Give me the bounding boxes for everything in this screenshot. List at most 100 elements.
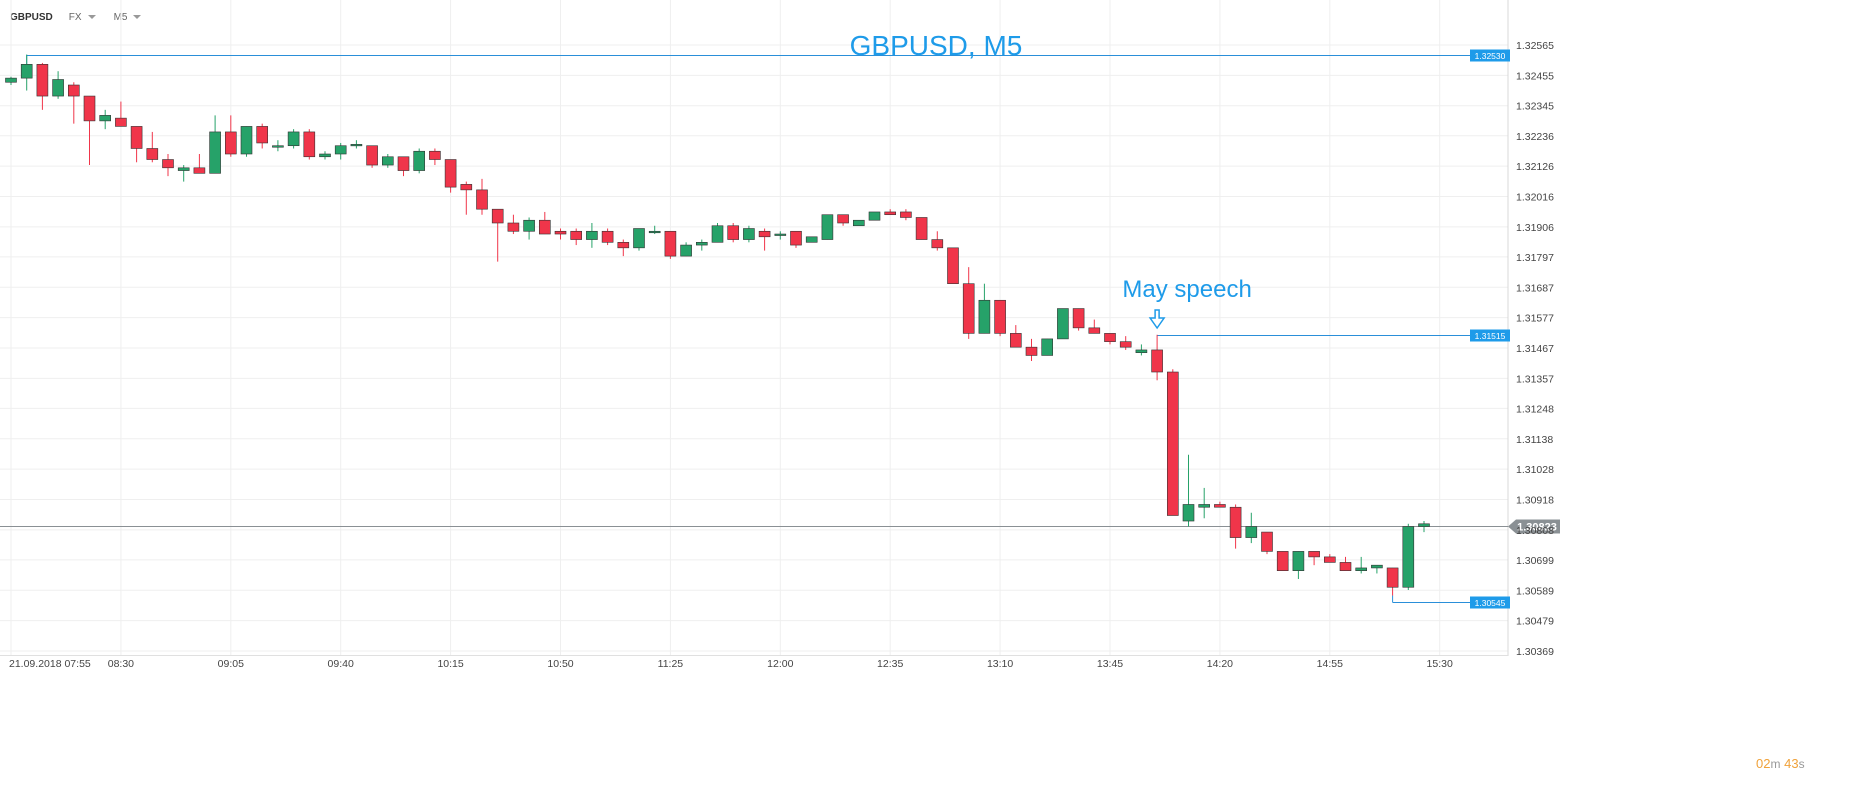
candle-body [947, 247, 959, 285]
y-tick-label: 1.31357 [1516, 373, 1554, 385]
candle-body [1198, 504, 1210, 508]
candle [1167, 369, 1179, 516]
candle-body [994, 299, 1006, 334]
candle [931, 231, 944, 251]
candle-body [83, 95, 96, 122]
y-tick-label: 1.31467 [1516, 343, 1554, 355]
candle [130, 126, 143, 163]
candle-body [758, 230, 771, 238]
candle [1324, 554, 1336, 563]
candle [1229, 504, 1242, 549]
candle [83, 95, 96, 166]
y-tick-label: 1.30918 [1516, 495, 1554, 507]
annotation-label: May speech [1122, 276, 1251, 303]
candle [272, 140, 284, 152]
candle-body [115, 117, 127, 127]
candle [146, 131, 159, 163]
chart-title: GBPUSD, M5 [850, 30, 1023, 61]
arrow-down-icon [1148, 309, 1166, 330]
candle-body [491, 208, 504, 224]
candle-body [664, 230, 677, 257]
candle [523, 217, 535, 240]
candle [680, 242, 692, 257]
candle-body [1072, 308, 1085, 329]
candle-body [68, 84, 80, 97]
candle-body [1229, 506, 1242, 538]
candle-body [1308, 551, 1320, 558]
candle [962, 267, 975, 339]
x-tick-label: 14:55 [1317, 658, 1343, 670]
candle-body [476, 189, 488, 210]
candle [507, 214, 520, 235]
candle-body [1276, 551, 1289, 571]
candle [884, 209, 897, 216]
candle [852, 219, 865, 227]
candle [1308, 551, 1320, 566]
candle [837, 214, 849, 226]
candle-body [774, 233, 787, 236]
candle-body [1088, 327, 1101, 334]
candle-body [1292, 551, 1305, 571]
countdown-minutes-unit: m [1770, 757, 1781, 771]
x-tick-label: 09:05 [218, 658, 244, 670]
market-selector[interactable]: FX [69, 12, 96, 23]
level-tag-label: 1.30545 [1475, 598, 1506, 608]
candle-body [413, 150, 426, 171]
candle [1135, 344, 1148, 356]
y-tick-label: 1.31577 [1516, 313, 1554, 325]
candle [1355, 556, 1367, 574]
x-tick-label: 12:00 [767, 658, 793, 670]
level-tag [1470, 596, 1510, 609]
candle [711, 222, 724, 243]
candle-body [523, 219, 535, 232]
chart-overlay: May speech [1122, 276, 1252, 330]
level-tag-label: 1.32530 [1475, 51, 1506, 61]
candle [1245, 512, 1258, 544]
candle-body [1167, 371, 1179, 516]
y-tick-label: 1.32126 [1516, 161, 1554, 173]
x-tick-label: 10:15 [437, 658, 463, 670]
candle [900, 209, 912, 221]
candle-body [381, 156, 394, 166]
candle [1198, 487, 1210, 519]
candle [491, 208, 504, 262]
candle-countdown: 02m 43s [1756, 756, 1805, 771]
candle [429, 148, 441, 166]
y-tick-label: 1.30699 [1516, 555, 1554, 567]
market-label: FX [68, 11, 82, 23]
candle-body [554, 230, 567, 235]
candle [947, 247, 959, 285]
level-tag [1470, 49, 1510, 62]
candle [225, 115, 237, 157]
candle-body [1025, 346, 1038, 356]
candle-body [852, 219, 865, 227]
candle-body [1119, 341, 1132, 348]
x-tick-label: 13:10 [987, 658, 1013, 670]
symbol-selector[interactable]: GBPUSD [10, 11, 53, 23]
candle [695, 239, 708, 251]
candle [727, 222, 740, 243]
candle [743, 225, 755, 243]
candle-body [837, 214, 849, 224]
candle [381, 154, 394, 168]
y-tick-label: 1.32016 [1516, 192, 1554, 204]
candle [915, 217, 928, 240]
candle-body [962, 283, 975, 334]
candle-body [1104, 333, 1116, 342]
candle-body [287, 131, 300, 147]
candle [1057, 308, 1069, 340]
candle-body [711, 225, 724, 243]
chevron-down-icon [87, 15, 96, 19]
candle [1088, 319, 1101, 334]
candle [790, 230, 802, 248]
candle [36, 62, 49, 110]
candle [20, 54, 33, 91]
candle-body [1009, 333, 1022, 348]
candle-body [225, 131, 237, 155]
candle [1276, 551, 1289, 571]
candle-body [429, 150, 441, 160]
candle-body [1057, 308, 1069, 340]
candle [52, 71, 64, 99]
candle-body [727, 225, 740, 240]
